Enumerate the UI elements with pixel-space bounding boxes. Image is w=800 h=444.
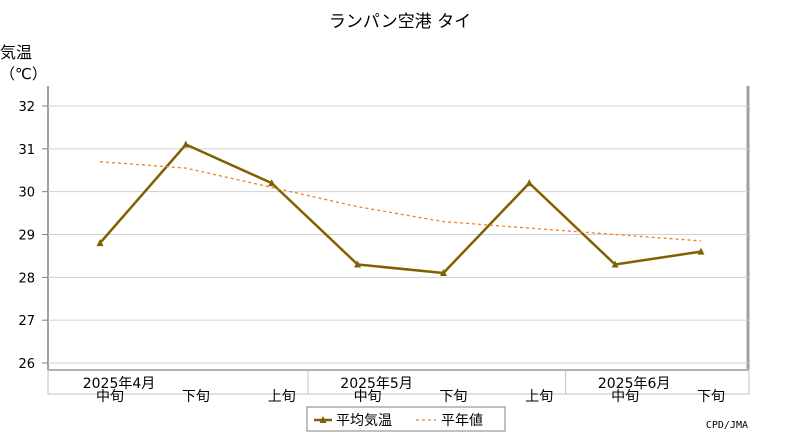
y-tick-label: 30 xyxy=(18,186,35,201)
legend-marker-average xyxy=(319,416,327,423)
x-tick-label: 上旬 xyxy=(268,389,296,405)
x-month-label: 2025年5月 xyxy=(340,376,413,392)
chart-title: ランパン空港 タイ xyxy=(329,12,471,32)
plot-area xyxy=(48,86,748,370)
series-line-average xyxy=(99,143,702,275)
y-axis-unit-label: （℃） xyxy=(0,65,47,83)
data-point-marker xyxy=(697,247,705,255)
x-tick-label: 中旬 xyxy=(96,389,124,405)
credit-label: CPD/JMA xyxy=(705,420,748,431)
x-tick-label: 上旬 xyxy=(525,389,553,405)
data-point-marker xyxy=(268,179,276,187)
data-point-marker xyxy=(96,239,104,247)
data-point-marker xyxy=(439,269,447,277)
data-point-marker xyxy=(182,140,190,148)
y-tick-label: 32 xyxy=(18,100,35,115)
legend-box xyxy=(306,406,506,432)
y-axis-label: 気温 xyxy=(0,43,32,62)
y-tick-label: 27 xyxy=(18,314,35,329)
x-tick-label: 下旬 xyxy=(439,389,467,405)
data-point-marker xyxy=(525,179,533,187)
y-tick-label: 28 xyxy=(18,271,35,286)
legend-label-normal: 平年値 xyxy=(441,413,483,429)
y-tick-label: 29 xyxy=(18,229,35,244)
data-point-marker xyxy=(354,260,362,268)
x-tick-label: 中旬 xyxy=(611,389,639,405)
x-tick-label: 中旬 xyxy=(354,389,382,405)
legend-label-average: 平均気温 xyxy=(336,413,392,429)
x-tick-label: 下旬 xyxy=(182,389,210,405)
x-month-label: 2025年4月 xyxy=(83,376,156,392)
data-point-marker xyxy=(611,260,619,268)
x-tick-label: 下旬 xyxy=(697,389,725,405)
y-tick-label: 31 xyxy=(18,143,35,158)
x-month-label: 2025年6月 xyxy=(598,376,671,392)
y-tick-label: 26 xyxy=(18,357,35,372)
x-axis-band xyxy=(47,369,750,395)
